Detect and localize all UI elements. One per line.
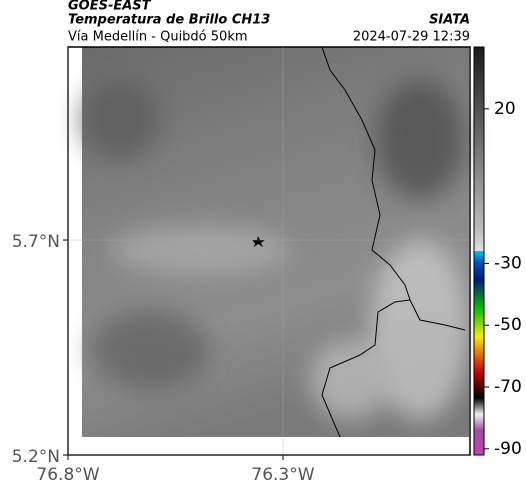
timestamp: 2024-07-29 12:39 [353, 30, 470, 45]
y-tick-label: 5.2°N [12, 447, 60, 467]
colorbar-tick-label: 20 [494, 99, 516, 119]
colorbar-tick-label: -50 [494, 315, 522, 335]
subtitle: Temperatura de Brillo CH13 [68, 13, 270, 28]
imagery [80, 46, 470, 438]
colorbar-tick-label: -30 [494, 253, 522, 273]
x-tick-label: 76.3°W [251, 465, 314, 485]
source: SIATA [429, 13, 470, 28]
colorbar-tick-label: -70 [494, 377, 522, 397]
colorbar-tick-label: -90 [494, 439, 522, 459]
location: Vía Medellín - Quibdó 50km [68, 30, 248, 45]
y-tick-label: 5.7°N [12, 232, 60, 252]
colorbar [473, 46, 485, 456]
title: GOES-EAST [68, 0, 152, 14]
x-tick-label: 76.8°W [36, 465, 99, 485]
